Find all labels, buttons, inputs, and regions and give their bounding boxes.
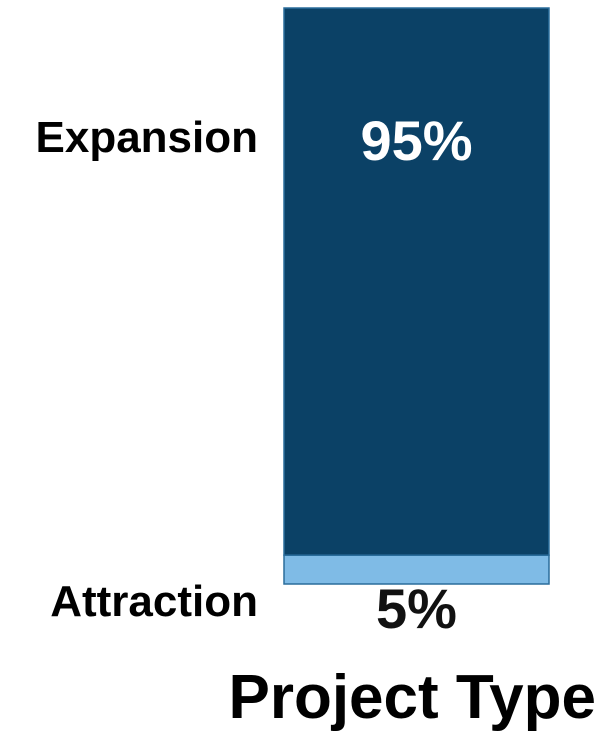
axis-title: Project Type: [228, 663, 596, 731]
segment-value-labels: 5% 95%: [360, 109, 472, 640]
category-labels: Attraction Expansion: [36, 113, 259, 626]
category-label-expansion: Expansion: [36, 113, 259, 162]
bar-segment-expansion: [283, 7, 550, 556]
segment-label-expansion: 95%: [360, 109, 472, 172]
segment-label-attraction: 5%: [376, 577, 457, 640]
category-label-attraction: Attraction: [50, 577, 258, 626]
bar-segment-attraction: [283, 554, 550, 585]
bar-segments: [283, 7, 550, 585]
